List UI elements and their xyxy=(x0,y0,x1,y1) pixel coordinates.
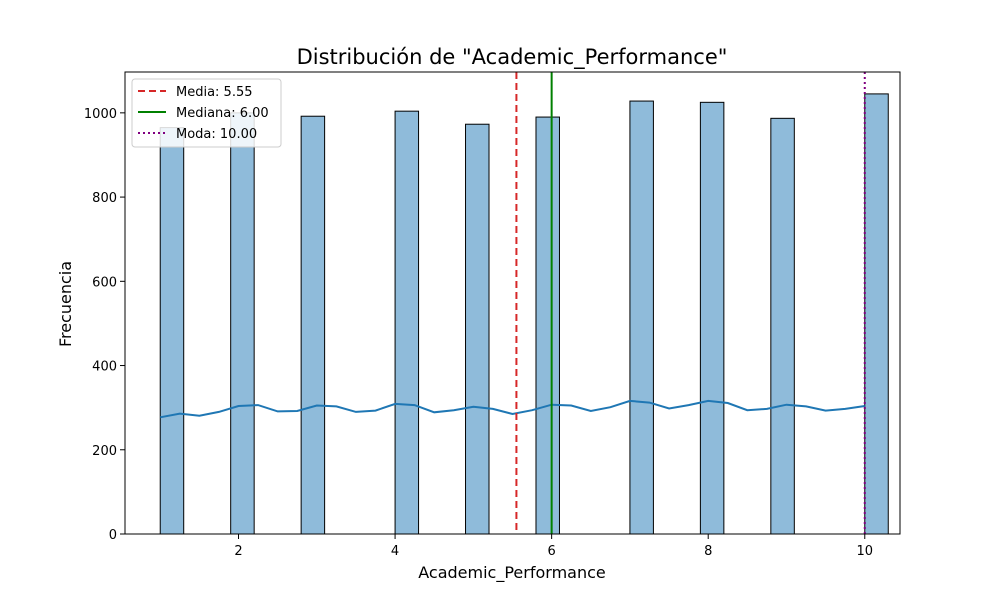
histogram-bar-6 xyxy=(535,116,560,535)
legend-label-1: Media: 5.55 xyxy=(176,85,253,100)
y-tick-label: 800 xyxy=(92,191,117,206)
x-tick-label: 8 xyxy=(704,544,712,559)
legend: Media: 5.55 Mediana: 6.00 Moda: 10.00 xyxy=(131,78,282,148)
y-tick-label: 400 xyxy=(92,360,117,375)
chart-title: Distribución de "Academic_Performance" xyxy=(297,45,728,70)
histogram-bar-9 xyxy=(770,117,795,535)
x-tick-label: 4 xyxy=(391,544,399,559)
plot-area: 2 4 6 8 10 0 200 400 600 800 1000 xyxy=(84,71,901,559)
axes-frame xyxy=(124,71,901,535)
histogram-bar-2 xyxy=(230,112,255,535)
legend-label-2: Mediana: 6.00 xyxy=(176,106,269,121)
legend-label-3: Moda: 10.00 xyxy=(176,127,257,142)
y-tick-label: 0 xyxy=(109,528,117,543)
histogram-bar-1 xyxy=(159,127,185,535)
y-tick-label: 200 xyxy=(92,444,117,459)
histogram-bar-4 xyxy=(394,110,420,535)
kde-line xyxy=(160,399,865,419)
y-tick-label: 1000 xyxy=(84,107,117,122)
legend-box xyxy=(131,78,282,148)
x-tick-label: 10 xyxy=(856,544,873,559)
x-tick-label: 6 xyxy=(548,544,556,559)
histogram-bar-10 xyxy=(864,93,889,535)
histogram-bar-8 xyxy=(699,101,725,535)
histogram-bar-5 xyxy=(465,123,490,535)
x-axis-label: Academic_Performance xyxy=(418,563,605,583)
histogram-bar-3 xyxy=(300,115,326,535)
histogram-bar-7 xyxy=(629,100,654,535)
y-axis-label: Frecuencia xyxy=(56,261,75,347)
x-tick-label: 2 xyxy=(234,544,242,559)
y-tick-label: 600 xyxy=(92,275,117,290)
